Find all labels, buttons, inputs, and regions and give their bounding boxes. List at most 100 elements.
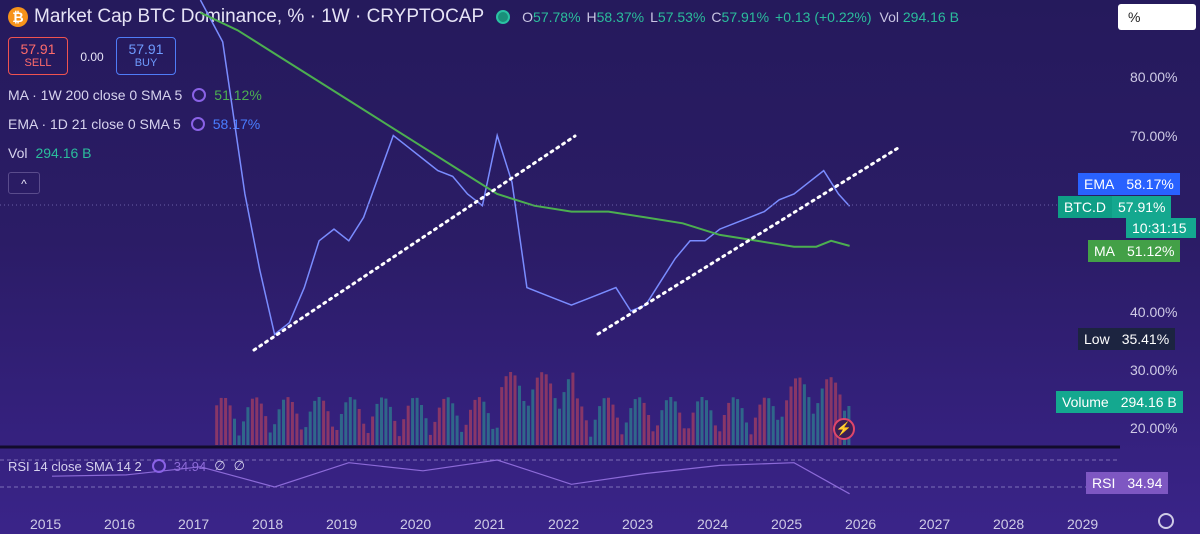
ma-price-tag[interactable]: MA 51.12%: [1088, 240, 1181, 262]
ma-indicator-value: 51.12%: [214, 87, 262, 103]
volume-bar: [415, 397, 419, 445]
volume-bar: [673, 401, 677, 445]
volume-bar: [397, 436, 401, 445]
volume-bar: [834, 382, 838, 445]
x-axis-label: 2025: [771, 516, 803, 532]
volume-bar: [696, 401, 700, 445]
volume-bar: [433, 421, 437, 445]
market-status-icon[interactable]: [496, 10, 511, 24]
volume-bar: [771, 406, 775, 445]
refresh-icon[interactable]: [192, 88, 207, 102]
volume-bar: [264, 416, 268, 445]
volume-bar: [656, 425, 659, 445]
y-axis-label: 20.00%: [1130, 420, 1178, 436]
volume-bar: [224, 398, 228, 445]
high-value: H58.37%: [586, 9, 645, 25]
volume-bar: [789, 386, 793, 445]
volume-bar: [513, 375, 517, 445]
volume-bar: [308, 411, 312, 445]
volume-bar: [504, 376, 508, 445]
ma-indicator-label: MA · 1W 200 close 0 SMA 5: [8, 87, 183, 103]
bar-countdown-timer: 10:31:15: [1126, 218, 1196, 238]
vol-indicator-label: Vol: [8, 145, 28, 161]
x-axis-label: 2028: [993, 516, 1025, 532]
volume-bar: [375, 403, 379, 445]
volume-bar: [816, 403, 820, 445]
volume-bar: [713, 425, 717, 445]
volume-bar: [829, 377, 833, 445]
rsi-legend-value: 34.94: [173, 458, 207, 474]
x-axis-label: 2024: [697, 516, 729, 532]
volume-bar: [820, 388, 824, 445]
volume-bar: [562, 392, 566, 445]
rsi-price-tag[interactable]: RSI 34.94: [1086, 472, 1169, 494]
x-axis-label: 2015: [30, 516, 62, 532]
low-price-tag[interactable]: Low 35.41%: [1078, 328, 1176, 350]
volume-bar: [558, 408, 561, 445]
volume-bar: [393, 420, 397, 445]
spread-value: 0.00: [80, 50, 104, 64]
volume-bar: [825, 379, 829, 445]
volume-bar: [388, 406, 392, 445]
rsi-tag-value: 34.94: [1121, 472, 1169, 494]
volume-bar: [549, 383, 553, 445]
ema-indicator-row[interactable]: EMA · 1D 21 close 0 SMA 5 58.17%: [8, 116, 260, 132]
volume-bar: [598, 406, 602, 445]
symbol-title[interactable]: Market Cap BTC Dominance, % · 1W · CRYPT…: [34, 6, 485, 27]
collapse-legend-button[interactable]: ^: [8, 172, 40, 194]
volume-bar: [380, 397, 383, 445]
ma-indicator-row[interactable]: MA · 1W 200 close 0 SMA 5 51.12%: [8, 87, 262, 103]
volume-bar: [584, 420, 588, 445]
volume-bar: [362, 423, 366, 445]
volume-bar: [566, 379, 570, 445]
volume-bar: [495, 427, 499, 445]
volume-bar: [442, 398, 446, 445]
volume-bar: [700, 397, 704, 445]
volume-bar: [406, 405, 410, 445]
gear-icon[interactable]: [1158, 513, 1174, 529]
close-value: C57.91%: [711, 9, 770, 25]
vol-indicator-value: 294.16 B: [35, 145, 92, 161]
volume-bar: [366, 433, 370, 445]
change-value: +0.13 (+0.22%): [775, 9, 872, 25]
volume-bar: [215, 405, 219, 445]
x-axis-label: 2017: [178, 516, 210, 532]
volume-bar: [629, 408, 633, 445]
volume-tag-value: 294.16 B: [1114, 391, 1183, 413]
ma-tag-value: 51.12%: [1121, 240, 1181, 262]
volume-bar: [780, 416, 784, 445]
buy-button[interactable]: 57.91 BUY: [116, 37, 176, 75]
refresh-icon[interactable]: [190, 117, 205, 131]
volume-bar: [500, 387, 504, 445]
btcd-price-tag[interactable]: BTC.D 57.91%: [1058, 196, 1172, 218]
low-value: L57.53%: [650, 9, 706, 25]
volume-bar: [242, 421, 245, 445]
rsi-legend[interactable]: RSI 14 close SMA 14 2 34.94 ∅ ∅: [8, 458, 245, 474]
ema-indicator-value: 58.17%: [212, 116, 261, 132]
refresh-icon[interactable]: [151, 459, 166, 473]
volume-bar: [727, 402, 731, 445]
volume-bar: [304, 427, 308, 445]
sell-button[interactable]: 57.91 SELL: [8, 37, 68, 75]
volume-bar: [682, 428, 686, 445]
ema-price-tag[interactable]: EMA 58.17%: [1078, 173, 1180, 195]
volume-bar: [233, 418, 236, 445]
volume-bar: [477, 397, 481, 445]
trendline-lower[interactable]: [596, 146, 900, 336]
volume-bar: [522, 401, 526, 445]
volume-bar: [348, 397, 352, 445]
vol-indicator-row[interactable]: Vol 294.16 B: [8, 145, 92, 161]
x-axis-label: 2026: [845, 516, 877, 532]
trendline-upper[interactable]: [252, 134, 577, 352]
buy-label: BUY: [134, 57, 158, 69]
volume-bar: [722, 415, 726, 445]
volume-bar: [335, 430, 339, 445]
volume-bar: [540, 372, 544, 445]
volume-bar: [259, 403, 263, 445]
y-axis-label: 30.00%: [1130, 362, 1178, 378]
volume-price-tag[interactable]: Volume 294.16 B: [1056, 391, 1183, 413]
lightning-icon[interactable]: ⚡: [833, 418, 855, 440]
volume-bar: [762, 397, 766, 445]
price-scale-unit-box[interactable]: %: [1118, 4, 1196, 30]
